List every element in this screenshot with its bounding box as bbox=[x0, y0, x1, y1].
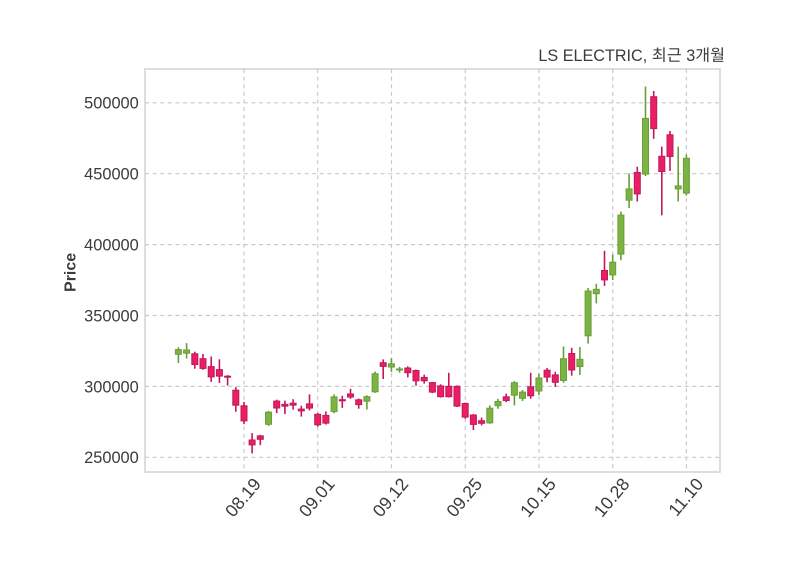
svg-text:3: 3 bbox=[686, 47, 695, 65]
svg-text:LS ELECTRIC,: LS ELECTRIC, bbox=[538, 47, 647, 65]
svg-text:350000: 350000 bbox=[84, 307, 139, 325]
svg-text:Price: Price bbox=[62, 253, 79, 292]
svg-text:450000: 450000 bbox=[84, 166, 139, 184]
svg-text:250000: 250000 bbox=[84, 449, 139, 467]
svg-text:300000: 300000 bbox=[84, 378, 139, 396]
svg-text:500000: 500000 bbox=[84, 95, 139, 113]
svg-text:400000: 400000 bbox=[84, 237, 139, 255]
